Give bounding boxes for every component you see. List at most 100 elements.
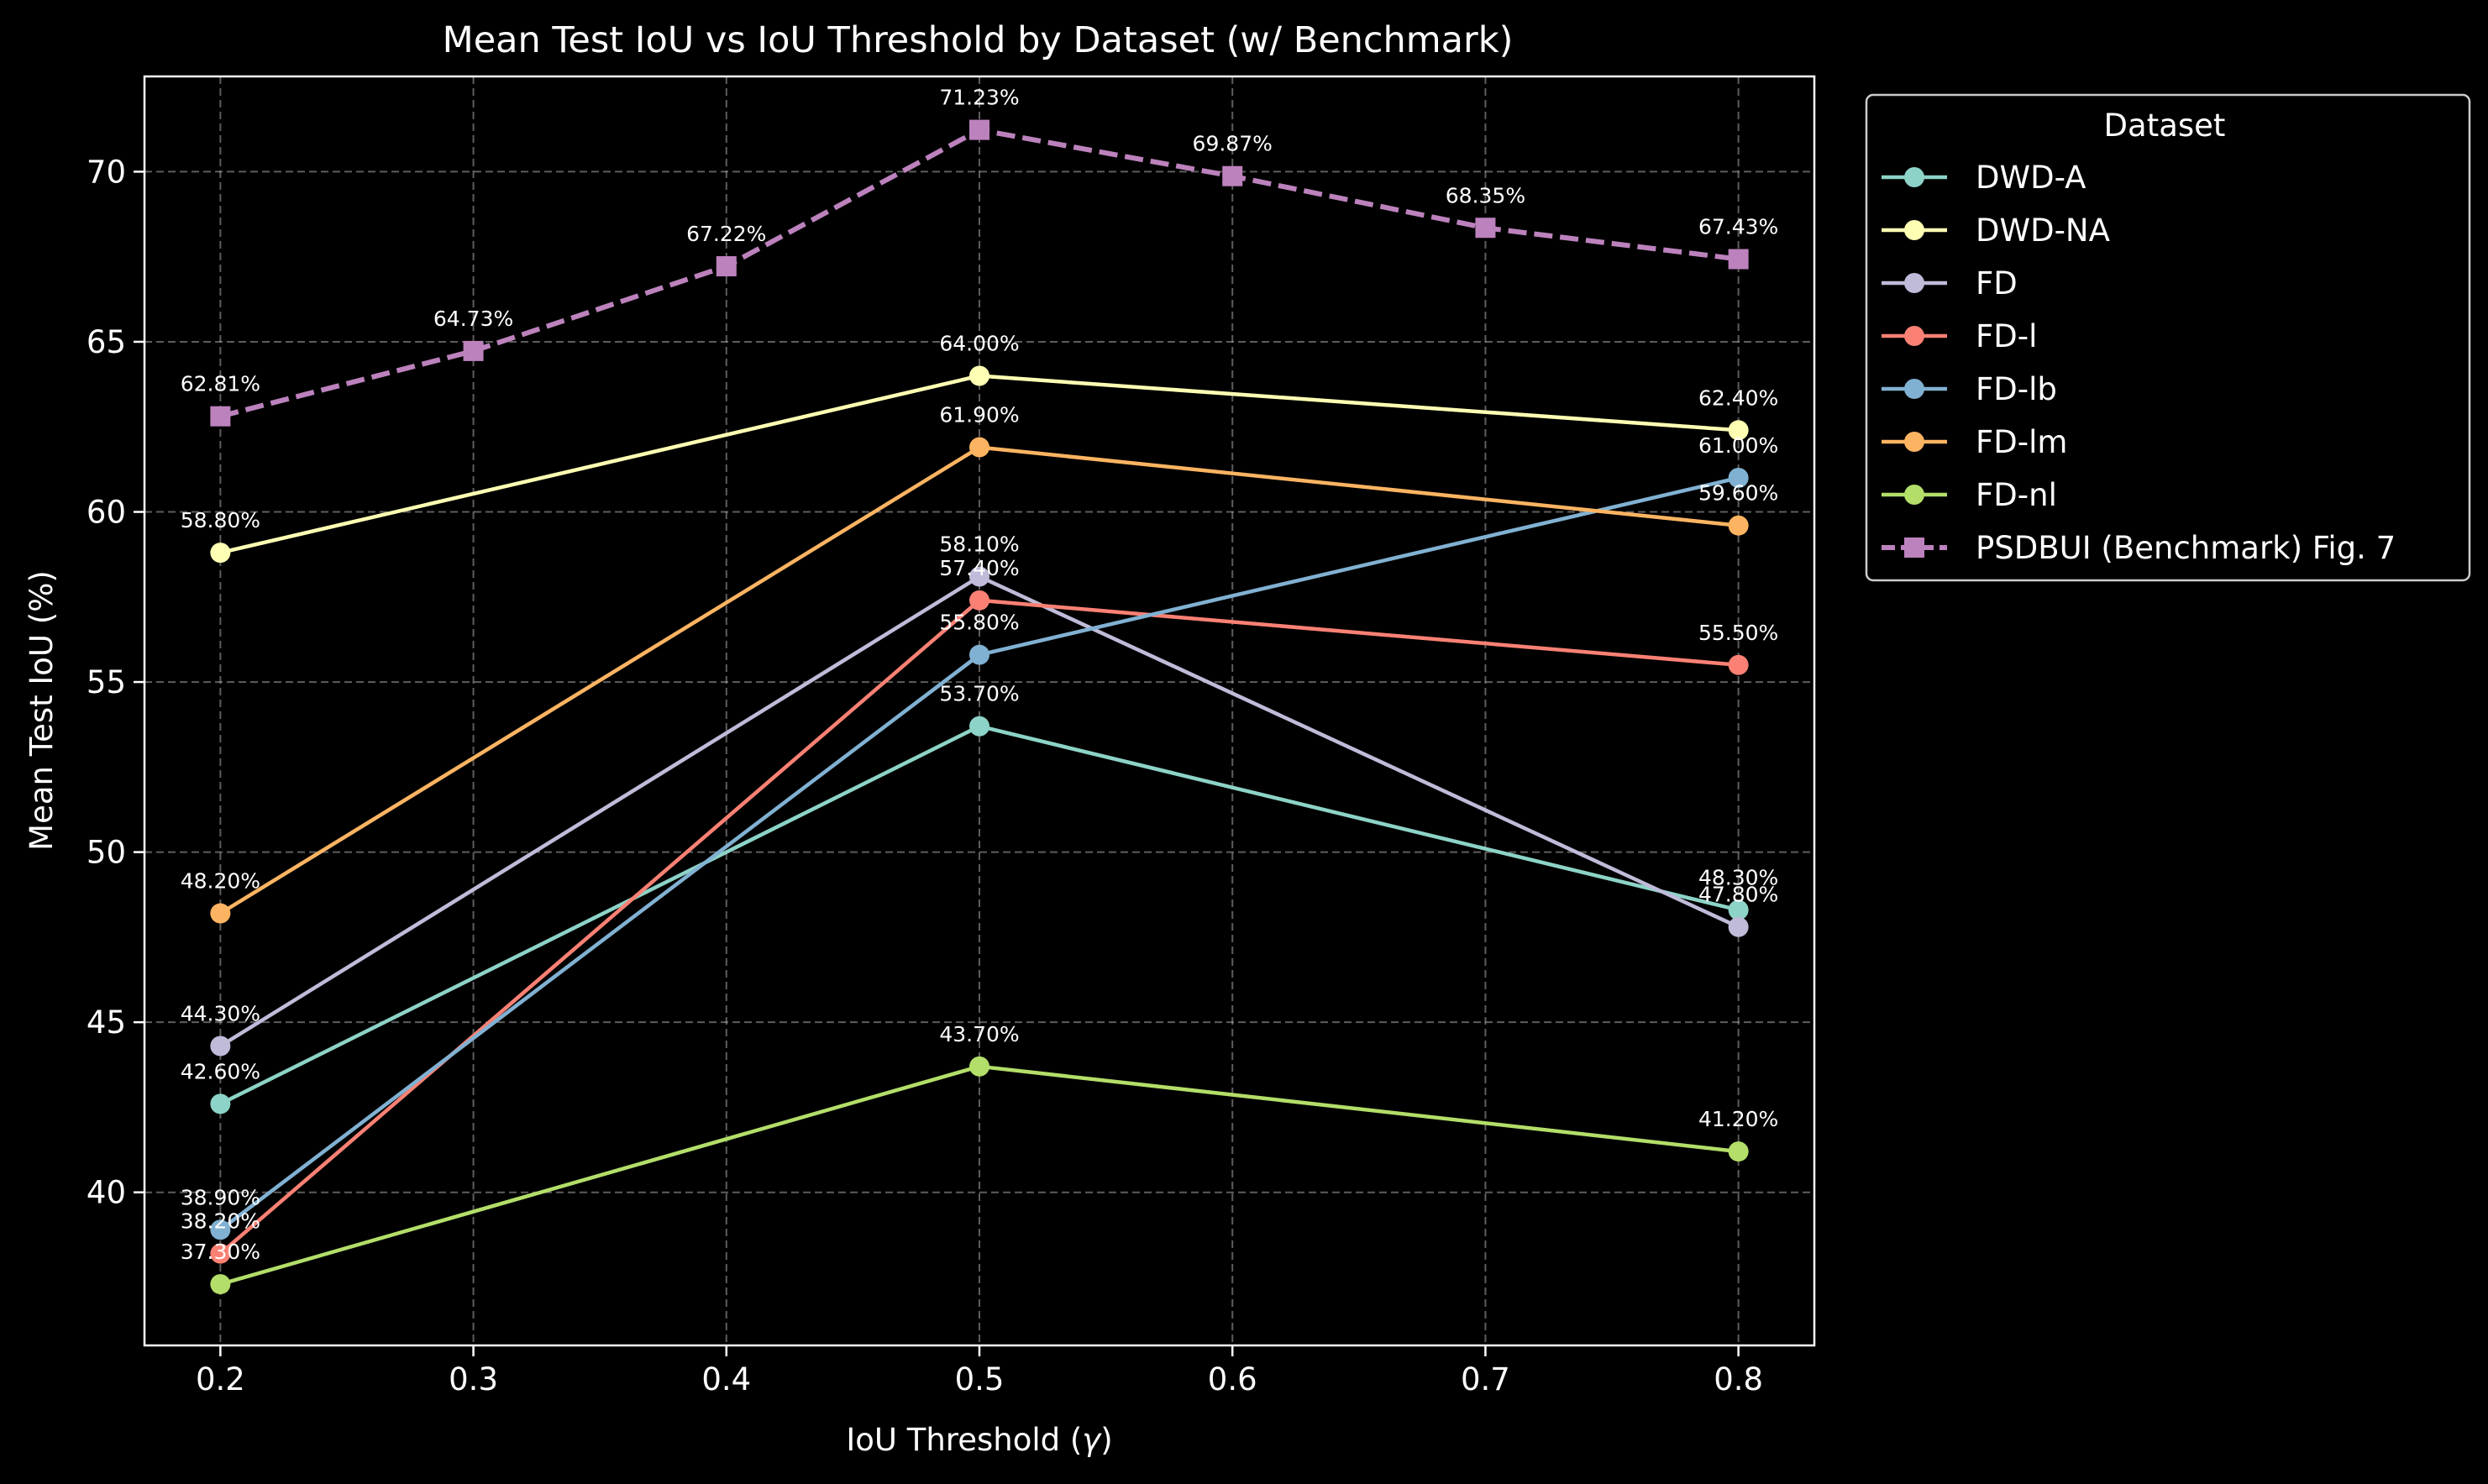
data-label: 43.70% [939,1022,1019,1046]
legend-marker [1904,220,1924,240]
x-tick-label: 0.8 [1714,1361,1763,1397]
data-label: 64.73% [433,307,513,331]
y-tick-label: 65 [87,324,126,360]
x-tick-label: 0.2 [196,1361,245,1397]
data-label: 47.80% [1698,883,1778,907]
data-label: 42.60% [181,1059,260,1083]
legend-marker [1904,326,1924,346]
data-label: 58.10% [939,532,1019,556]
data-label: 69.87% [1193,132,1273,156]
data-point [1475,218,1496,239]
data-label: 41.20% [1698,1107,1778,1131]
series-group [210,119,1749,1295]
data-point [210,1219,231,1240]
legend-title: Dataset [2104,107,2226,144]
data-label: 61.90% [939,403,1019,427]
series-fd [210,566,1749,1057]
legend-item: FD-l [1882,318,2037,354]
series-dwd-na [210,365,1749,564]
data-labels: 42.60% 53.70% 48.30% 58.80% 64.00% 62.40% 44.3… [181,86,1779,1264]
series-fd-lb [210,468,1749,1240]
data-point [1728,420,1749,441]
data-label: 38.90% [181,1185,260,1209]
axis-ticks: 0.2 0.3 0.4 0.5 0.6 0.7 0.8 40 45 50 55 60 65 70 [87,154,1763,1397]
y-tick-label: 60 [87,495,126,531]
y-tick-label: 55 [87,664,126,700]
legend-label: FD-lb [1976,371,2057,407]
legend-item: DWD-NA [1882,212,2110,249]
legend-label: PSDBUI (Benchmark) Fig. 7 [1976,530,2396,566]
legend-marker [1904,537,1924,558]
data-point [969,119,989,140]
y-axis-label: Mean Test IoU (%) [24,570,60,851]
legend-label: DWD-NA [1976,212,2110,249]
data-label: 57.40% [939,556,1019,580]
legend: Dataset DWD-A DWD-NA FD FD-l FD-lb FD-lm FD-nl… [1865,93,2471,582]
data-point [210,903,231,924]
legend-label: FD [1976,265,2018,302]
data-point [210,406,231,427]
legend-marker [1904,379,1924,399]
data-point [210,1243,231,1264]
data-point [1728,916,1749,937]
data-label: 67.22% [686,222,766,246]
grid [144,76,1814,1345]
chart-title: Mean Test IoU vs IoU Threshold by Datase… [443,19,1514,61]
data-point [969,716,989,737]
data-label: 62.81% [181,372,260,396]
legend-marker [1904,485,1924,505]
data-point [1728,515,1749,536]
legend-item: FD-nl [1882,477,2057,513]
data-point [210,543,231,564]
y-tick-label: 40 [87,1175,126,1211]
series-fd-nl [210,1056,1749,1295]
data-point [969,590,989,611]
y-tick-label: 70 [87,154,126,190]
data-label: 59.60% [1698,481,1778,506]
data-label: 48.30% [1698,865,1778,889]
x-axis-label-symbol: γ [1082,1422,1102,1458]
data-label: 68.35% [1446,183,1525,207]
legend-label: DWD-A [1976,160,2086,196]
data-label: 71.23% [939,86,1019,110]
legend-label: FD-nl [1976,477,2057,513]
data-point [969,365,989,386]
data-label: 58.80% [181,508,260,532]
data-label: 44.30% [181,1002,260,1026]
data-point [1222,165,1243,186]
legend-item: PSDBUI (Benchmark) Fig. 7 [1882,530,2396,566]
data-point [969,437,989,458]
legend-items: DWD-A DWD-NA FD FD-l FD-lb FD-lm FD-nl PSDBUI (… [1882,160,2396,566]
data-label: 48.20% [181,869,260,894]
series-fd-lm [210,437,1749,924]
data-point [463,340,484,361]
data-point [1728,249,1749,270]
legend-marker [1904,432,1924,452]
data-label: 37.30% [181,1240,260,1264]
data-label: 61.00% [1698,433,1778,458]
data-point [210,1036,231,1057]
legend-label: FD-l [1976,318,2037,354]
data-point [1728,468,1749,489]
legend-label: FD-lm [1976,424,2067,460]
series-dwd-a [210,716,1749,1114]
data-label: 53.70% [939,682,1019,706]
legend-item: FD [1882,265,2018,302]
data-point [210,1093,231,1114]
data-point [969,644,989,665]
x-axis-label: IoU Threshold (γ) [846,1422,1112,1458]
legend-frame [1865,93,2471,582]
data-label: 55.80% [939,611,1019,635]
data-label: 62.40% [1698,385,1778,410]
x-tick-label: 0.4 [701,1361,751,1397]
data-point [1728,654,1749,675]
data-point [1728,899,1749,920]
y-tick-label: 50 [87,835,126,871]
legend-item: FD-lm [1882,424,2067,460]
data-label: 67.43% [1698,215,1778,239]
data-point [969,566,989,587]
x-tick-label: 0.3 [449,1361,498,1397]
data-label: 38.20% [181,1209,260,1234]
legend-item: DWD-A [1882,160,2086,196]
